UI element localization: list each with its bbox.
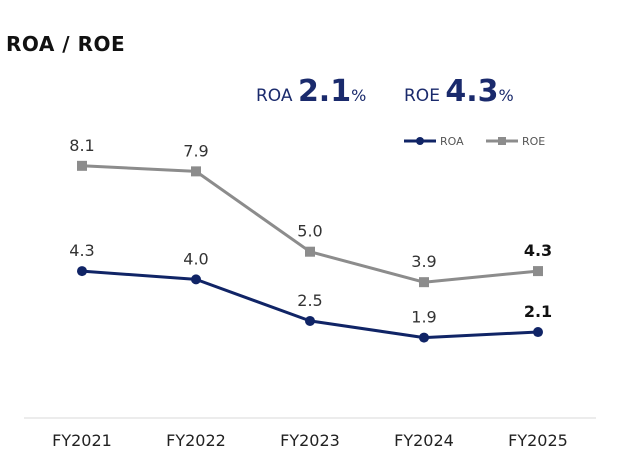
x-tick-label-fy2024: FY2024 bbox=[394, 431, 454, 450]
legend-roa-marker bbox=[416, 137, 424, 145]
roe-point-fy2025 bbox=[533, 266, 543, 277]
roe-point-fy2023 bbox=[305, 246, 315, 257]
series-layer: 8.1 7.9 5.0 3.9 4.3 4.3 4.0 2.5 1.9 2.1 bbox=[69, 136, 552, 343]
roe-point-fy2021 bbox=[77, 160, 87, 171]
roe-headline: ROE 4.3% bbox=[404, 74, 514, 109]
roe-point-fy2024 bbox=[419, 277, 429, 288]
roe-headline-unit: % bbox=[498, 86, 514, 105]
x-tick-label-fy2021: FY2021 bbox=[52, 431, 112, 450]
roa-headline: ROA 2.1% bbox=[256, 74, 366, 109]
roa-point-fy2021 bbox=[77, 266, 87, 277]
chart-title: ROA / ROE bbox=[6, 32, 126, 56]
roa-data-label-fy2022: 4.0 bbox=[183, 249, 208, 268]
x-tick-label-fy2025: FY2025 bbox=[508, 431, 568, 450]
roa-data-label-fy2025: 2.1 bbox=[524, 302, 552, 321]
x-tick-labels: FY2021 FY2022 FY2023 FY2024 FY2025 bbox=[52, 431, 568, 450]
roe-data-label-fy2022: 7.9 bbox=[183, 141, 208, 160]
roa-point-fy2024 bbox=[419, 332, 429, 343]
roe-data-label-fy2024: 3.9 bbox=[411, 252, 436, 271]
roa-data-label-fy2023: 2.5 bbox=[297, 291, 322, 310]
roa-headline-value: 2.1 bbox=[297, 74, 352, 109]
roa-headline-label: ROA bbox=[256, 86, 298, 106]
legend-roa-label: ROA bbox=[440, 135, 464, 148]
x-tick-label-fy2023: FY2023 bbox=[280, 431, 340, 450]
roa-data-label-fy2024: 1.9 bbox=[411, 308, 436, 327]
roe-data-label-fy2025: 4.3 bbox=[524, 241, 552, 260]
roe-headline-value: 4.3 bbox=[445, 74, 499, 109]
roa-point-fy2023 bbox=[305, 315, 315, 326]
roa-point-fy2022 bbox=[191, 274, 201, 285]
roa-point-fy2025 bbox=[533, 327, 543, 338]
roe-headline-label: ROE bbox=[404, 86, 446, 106]
roa-headline-unit: % bbox=[351, 86, 367, 105]
roa-data-label-fy2021: 4.3 bbox=[69, 241, 94, 260]
legend: ROA ROE bbox=[404, 135, 545, 148]
legend-roe-marker bbox=[498, 137, 506, 145]
roe-point-fy2022 bbox=[191, 166, 201, 177]
x-tick-label-fy2022: FY2022 bbox=[166, 431, 226, 450]
roe-data-label-fy2021: 8.1 bbox=[69, 136, 94, 155]
roe-data-label-fy2023: 5.0 bbox=[297, 222, 322, 241]
legend-roe-label: ROE bbox=[522, 135, 545, 148]
